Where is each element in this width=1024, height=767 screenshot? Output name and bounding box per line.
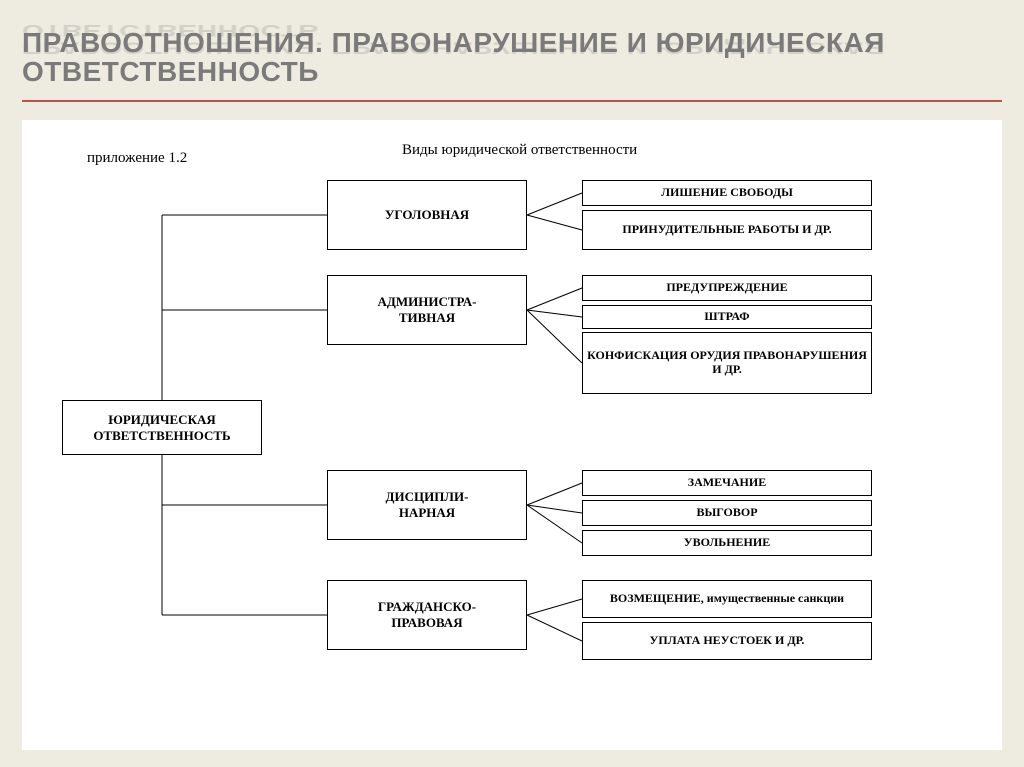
item-box-1-2: КОНФИСКАЦИЯ ОРУДИЯ ПРАВОНАРУШЕНИЯ И ДР. [582, 332, 872, 394]
item-box-2-0: ЗАМЕЧАНИЕ [582, 470, 872, 496]
type-box-3: ГРАЖДАНСКО- ПРАВОВАЯ [327, 580, 527, 650]
type-box-2: ДИСЦИПЛИ- НАРНАЯ [327, 470, 527, 540]
diagram-heading: Виды юридической ответственности [402, 142, 637, 159]
item-box-1-1: ШТРАФ [582, 305, 872, 329]
diagram-canvas: приложение 1.2 Виды юридической ответств… [22, 120, 1002, 750]
item-box-0-0: ЛИШЕНИЕ СВОБОДЫ [582, 180, 872, 206]
root-box: ЮРИДИЧЕСКАЯ ОТВЕТСТВЕННОСТЬ [62, 400, 262, 455]
item-box-3-1: УПЛАТА НЕУСТОЕК И ДР. [582, 622, 872, 660]
type-box-1: АДМИНИСТРА- ТИВНАЯ [327, 275, 527, 345]
item-box-3-0: ВОЗМЕЩЕНИЕ, имущественные санкции [582, 580, 872, 618]
annotation-label: приложение 1.2 [87, 150, 187, 167]
title-divider [22, 100, 1002, 102]
item-box-2-2: УВОЛЬНЕНИЕ [582, 530, 872, 556]
page-title-reflection: ПРАВООТНОШЕНИЯ. ПРАВОНАРУШЕНИЕ И ЮРИДИЧЕ… [22, 22, 1024, 57]
item-box-1-0: ПРЕДУПРЕЖДЕНИЕ [582, 275, 872, 301]
item-box-0-1: ПРИНУДИТЕЛЬНЫЕ РАБОТЫ И ДР. [582, 210, 872, 250]
type-box-0: УГОЛОВНАЯ [327, 180, 527, 250]
item-box-2-1: ВЫГОВОР [582, 500, 872, 526]
